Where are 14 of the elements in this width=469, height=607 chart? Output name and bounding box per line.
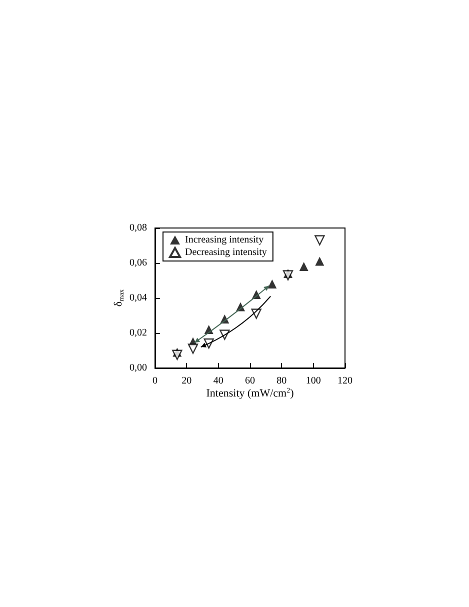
y-tick-label: 0,08 <box>130 222 147 234</box>
x-tick-label: 100 <box>306 376 321 386</box>
legend-label: Decreasing intensity <box>185 247 267 258</box>
x-tick-label: 120 <box>338 376 352 386</box>
y-tick-label: 0,04 <box>130 292 147 304</box>
x-tick-label: 0 <box>152 376 158 386</box>
y-tick-label: 0,06 <box>130 258 147 268</box>
y-tick-label: 0,02 <box>130 328 147 338</box>
legend-label: Increasing intensity <box>185 234 264 246</box>
x-tick-label: 20 <box>182 376 192 386</box>
x-tick-label: 80 <box>276 376 287 386</box>
x-tick-label: 60 <box>245 376 255 386</box>
x-tick-label: 40 <box>213 376 224 386</box>
y-tick-label: 0,00 <box>130 362 147 374</box>
